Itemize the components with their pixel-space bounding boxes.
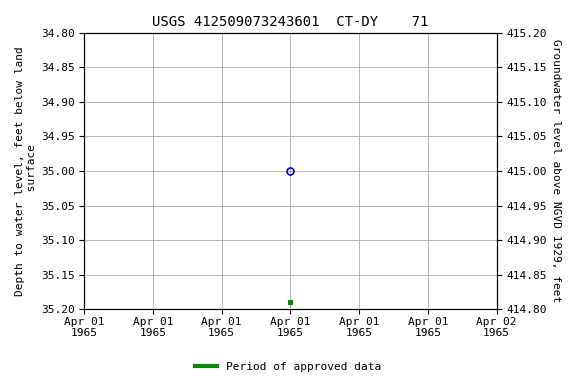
Y-axis label: Depth to water level, feet below land
 surface: Depth to water level, feet below land su…: [15, 46, 37, 296]
Legend: Period of approved data: Period of approved data: [191, 358, 385, 377]
Y-axis label: Groundwater level above NGVD 1929, feet: Groundwater level above NGVD 1929, feet: [551, 40, 561, 303]
Title: USGS 412509073243601  CT-DY    71: USGS 412509073243601 CT-DY 71: [152, 15, 429, 29]
